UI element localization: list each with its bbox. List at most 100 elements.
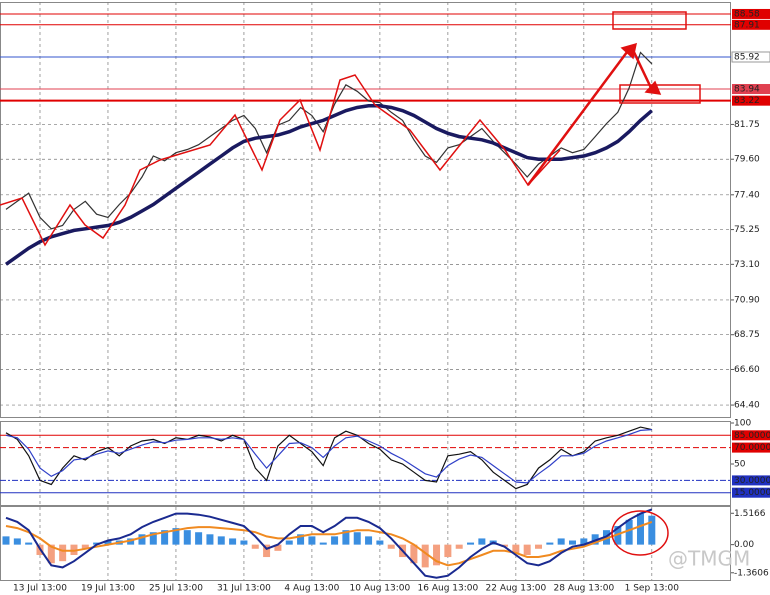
arrow-annotation	[526, 47, 632, 186]
histogram-bar	[2, 536, 10, 545]
series-line	[5, 429, 652, 484]
x-tick-label: 1 Sep 13:00	[625, 584, 680, 594]
x-tick-label: 16 Aug 13:00	[418, 584, 479, 594]
level-label-box	[732, 442, 770, 453]
histogram-bar	[546, 542, 554, 545]
histogram-bar	[285, 540, 293, 545]
histogram-bar	[421, 544, 429, 568]
histogram-bar	[625, 519, 633, 545]
level-label-box	[732, 95, 770, 106]
histogram-bar	[229, 538, 237, 545]
histogram-bar	[240, 540, 248, 545]
watermark: @TMGM	[668, 547, 750, 571]
main-panel	[0, 2, 731, 418]
histogram-bar	[104, 540, 112, 545]
level-label-box	[732, 487, 770, 498]
zigzag-annotation	[0, 74, 561, 247]
histogram-bar	[467, 542, 475, 545]
histogram-bar	[195, 532, 203, 545]
histogram-bar	[172, 528, 180, 545]
histogram-bar	[59, 544, 67, 562]
histogram-bar	[331, 536, 339, 545]
y-tick-label: 81.75	[734, 120, 760, 130]
histogram-bar	[410, 544, 418, 564]
box-annotation	[619, 84, 701, 104]
level-label-box	[732, 430, 770, 441]
level-label-box	[732, 475, 770, 486]
series-line	[5, 520, 653, 567]
histogram-bar	[274, 544, 282, 551]
y-tick-label: 100	[734, 419, 751, 429]
histogram-bar	[444, 544, 452, 558]
histogram-bar	[149, 532, 157, 545]
histogram-bar	[512, 544, 520, 553]
histogram-bar	[342, 530, 350, 545]
histogram-bar	[648, 515, 656, 545]
level-label: 30.0000	[734, 476, 770, 486]
x-tick-label: 13 Jul 13:00	[13, 584, 67, 594]
histogram-bar	[263, 544, 271, 558]
histogram-bar	[636, 513, 644, 545]
level-label: 87.91	[734, 20, 760, 30]
histogram-bar	[251, 544, 259, 549]
histogram-bar	[353, 532, 361, 545]
y-tick-label: 73.10	[734, 260, 760, 270]
y-tick-label: 77.40	[734, 190, 760, 200]
x-tick-label: 19 Jul 13:00	[81, 584, 135, 594]
histogram-bar	[376, 540, 384, 545]
histogram-bar	[557, 538, 565, 545]
arrow-head	[644, 80, 662, 95]
histogram-bar	[523, 544, 531, 555]
level-label: 85.0000	[734, 431, 770, 441]
histogram-bar	[217, 536, 225, 545]
level-label: 83.22	[734, 96, 760, 106]
histogram-bar	[308, 536, 316, 545]
y-tick-label: 1.5166	[734, 509, 766, 519]
histogram-bar	[580, 538, 588, 545]
y-tick-label: 70.90	[734, 295, 760, 305]
histogram-bar	[535, 544, 543, 549]
y-tick-label: 50	[734, 460, 746, 470]
x-tick-label: 31 Jul 13:00	[217, 584, 271, 594]
histogram-bar	[387, 544, 395, 549]
level-label: 15.0000	[734, 488, 770, 498]
level-label-box	[732, 8, 770, 19]
x-tick-label: 10 Aug 13:00	[350, 584, 411, 594]
x-tick-label: 25 Jul 13:00	[149, 584, 203, 594]
oscillator-panel	[0, 421, 731, 506]
histogram-bar	[161, 530, 169, 545]
histogram-bar	[455, 544, 463, 549]
y-tick-label: -1.3606	[734, 568, 769, 578]
y-tick-label: 64.40	[734, 401, 760, 411]
histogram-bar	[478, 538, 486, 545]
histogram-bar	[25, 542, 33, 545]
level-label-box	[732, 19, 770, 30]
macd-panel	[0, 506, 731, 581]
level-label: 70.0000	[734, 443, 770, 453]
y-tick-label: 66.60	[734, 365, 760, 375]
histogram-bar	[206, 534, 214, 545]
x-tick-label: 22 Aug 13:00	[486, 584, 547, 594]
histogram-bar	[297, 534, 305, 545]
histogram-bar	[365, 536, 373, 545]
marks	[2, 51, 656, 579]
level-label-box	[731, 51, 770, 63]
y-tick-label: 0.00	[734, 540, 754, 550]
histogram-bar	[127, 538, 135, 545]
series-line	[5, 508, 653, 579]
histogram-bar	[569, 540, 576, 545]
y-tick-label: 75.25	[734, 225, 760, 235]
box-annotation	[612, 11, 687, 30]
annotations	[0, 11, 701, 556]
level-label-box	[732, 84, 770, 95]
y-tick-label: 79.60	[734, 155, 760, 165]
histogram-bar	[81, 544, 89, 549]
histogram-bar	[433, 544, 441, 566]
level-label: 88.58	[734, 9, 760, 19]
histogram-bar	[47, 544, 55, 564]
level-label: 85.92	[734, 52, 760, 62]
y-tick-label: 68.75	[734, 330, 760, 340]
